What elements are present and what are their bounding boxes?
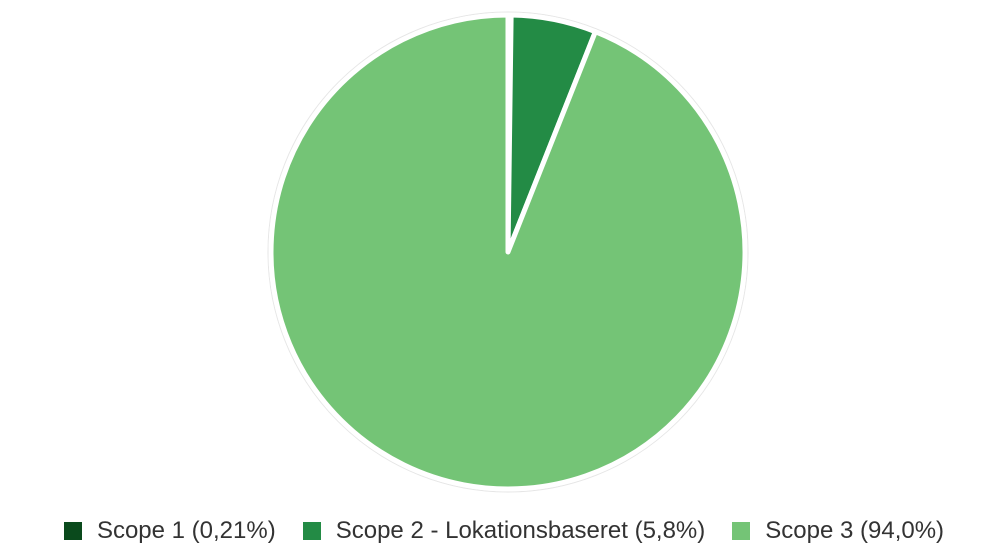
legend-item-scope-2[interactable]: Scope 2 - Lokationsbaseret (5,8%) xyxy=(301,517,706,544)
legend-label-scope-2: Scope 2 - Lokationsbaseret (5,8%) xyxy=(335,517,706,544)
legend-swatch-scope-1 xyxy=(62,521,83,541)
legend-label-scope-1: Scope 1 (0,21%) xyxy=(96,517,276,544)
legend-item-scope-1[interactable]: Scope 1 (0,21%) xyxy=(62,517,276,544)
pie-slice-scope-3[interactable] xyxy=(268,12,748,492)
legend-swatch-scope-2 xyxy=(301,521,322,541)
legend-item-scope-3[interactable]: Scope 3 (94,0%) xyxy=(731,519,944,543)
pie-plot-area xyxy=(267,11,749,493)
legend-label-scope-3: Scope 3 (94,0%) xyxy=(765,517,945,544)
pie-slices xyxy=(268,12,748,492)
legend-swatch-scope-3 xyxy=(731,521,752,541)
legend: Scope 1 (0,21%) Scope 2 - Lokationsbaser… xyxy=(0,512,1007,550)
